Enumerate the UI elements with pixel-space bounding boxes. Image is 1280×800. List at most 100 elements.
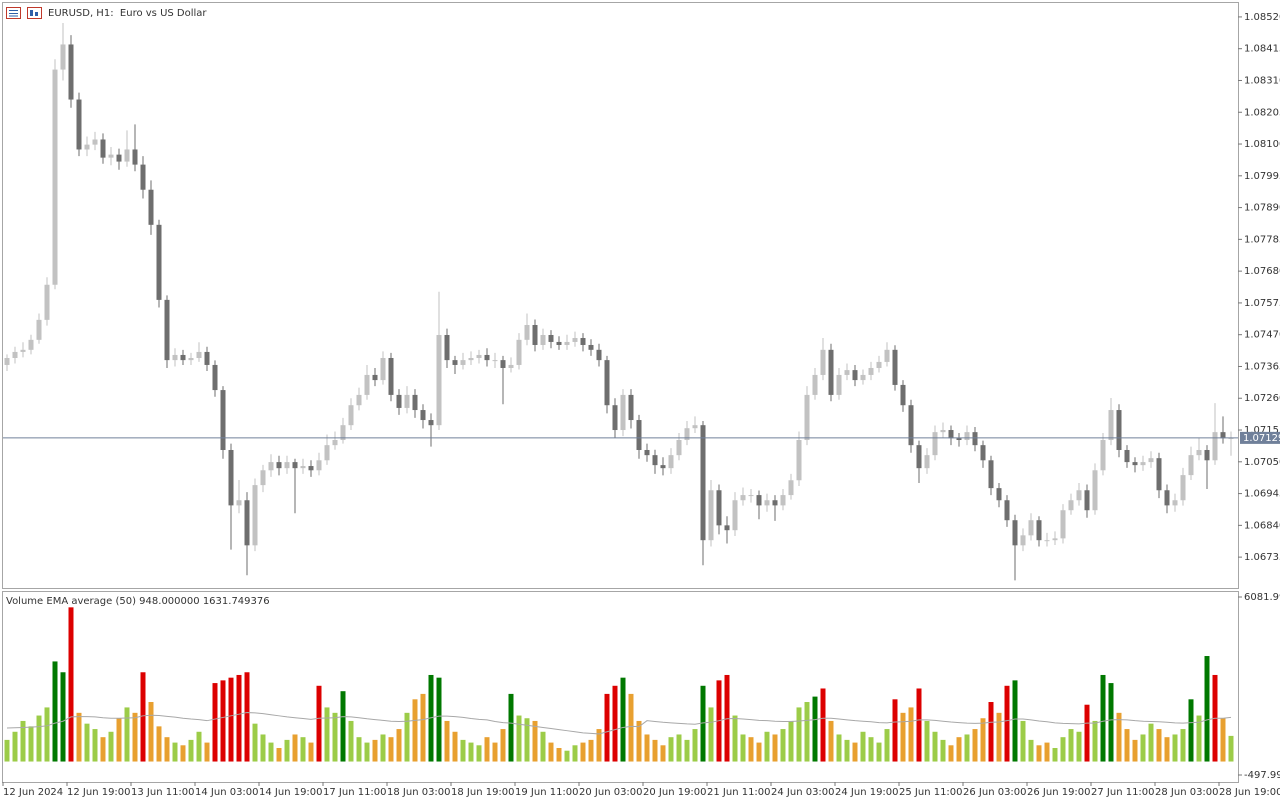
volume-bar bbox=[700, 685, 706, 762]
candle-body bbox=[700, 425, 706, 541]
candle-body bbox=[804, 394, 810, 441]
candle-body bbox=[324, 445, 330, 461]
candle-body bbox=[1020, 535, 1026, 546]
x-tick-label: 12 Jun 19:00 bbox=[67, 787, 131, 798]
candle-body bbox=[1092, 470, 1098, 511]
x-tick-label: 27 Jun 11:00 bbox=[1091, 787, 1155, 798]
candle-body bbox=[916, 445, 922, 469]
candle-body bbox=[188, 357, 194, 361]
indicator-value: 1631.749376 bbox=[203, 596, 270, 607]
candle-body bbox=[1044, 540, 1050, 542]
volume-bar bbox=[4, 739, 10, 762]
candle-body bbox=[76, 99, 82, 150]
volume-bar bbox=[500, 729, 506, 762]
volume-bar bbox=[12, 731, 18, 762]
indicator-legend: Volume EMA average (50) 948.000000 1631.… bbox=[6, 596, 270, 607]
volume-bar bbox=[340, 691, 346, 762]
volume-bar bbox=[68, 607, 74, 762]
candle-body bbox=[484, 354, 490, 361]
volume-bar bbox=[292, 734, 298, 762]
candle-body bbox=[956, 438, 962, 441]
candle-body bbox=[1100, 440, 1106, 471]
volume-bar bbox=[1060, 737, 1066, 762]
candle-body bbox=[876, 361, 882, 368]
volume-bar bbox=[1172, 734, 1178, 762]
volume-bar bbox=[20, 720, 26, 762]
volume-bar bbox=[436, 677, 442, 762]
candle-body bbox=[692, 425, 698, 429]
volume-bar bbox=[1092, 720, 1098, 762]
candle-body bbox=[84, 144, 90, 150]
x-tick-label: 26 Jun 19:00 bbox=[1027, 787, 1091, 798]
volume-bar bbox=[1164, 737, 1170, 762]
volume-bar bbox=[740, 734, 746, 762]
candle-body bbox=[492, 360, 498, 362]
candle-body bbox=[964, 432, 970, 441]
volume-bar bbox=[180, 745, 186, 762]
volume-bar bbox=[980, 718, 986, 762]
candle-body bbox=[1180, 475, 1186, 501]
chart-title: EURUSD, H1: Euro vs US Dollar bbox=[48, 8, 207, 19]
candle-body bbox=[812, 374, 818, 395]
volume-bar bbox=[476, 745, 482, 762]
volume-bar bbox=[732, 715, 738, 762]
x-tick-label: 19 Jun 11:00 bbox=[515, 787, 579, 798]
candle-body bbox=[372, 374, 378, 381]
y-tick-label: 1.07785 bbox=[1244, 234, 1280, 245]
candle-body bbox=[1212, 432, 1218, 461]
volume-bar bbox=[204, 742, 210, 762]
volume-bar bbox=[1036, 745, 1042, 762]
volume-bar bbox=[756, 742, 762, 762]
volume-bar bbox=[1180, 729, 1186, 762]
volume-bar bbox=[972, 729, 978, 762]
symbol-icons[interactable] bbox=[6, 7, 42, 19]
volume-bar bbox=[492, 742, 498, 762]
candle-body bbox=[220, 390, 226, 450]
volume-bar bbox=[1132, 739, 1138, 762]
candle-body bbox=[820, 349, 826, 375]
volume-bar bbox=[948, 745, 954, 762]
candle-body bbox=[412, 394, 418, 411]
candle-body bbox=[1108, 410, 1114, 441]
candle-body bbox=[252, 485, 258, 546]
volume-bar bbox=[812, 696, 818, 762]
volume-bar bbox=[684, 739, 690, 762]
volume-bar bbox=[92, 729, 98, 762]
candle-body bbox=[140, 164, 146, 190]
icon-chart[interactable] bbox=[27, 7, 42, 19]
volume-bar bbox=[788, 720, 794, 762]
candle-body bbox=[636, 420, 642, 450]
y-tick-label: 1.07680 bbox=[1244, 266, 1280, 277]
volume-bar bbox=[116, 718, 122, 762]
volume-bar bbox=[748, 737, 754, 762]
volume-bar bbox=[164, 737, 170, 762]
candle-body bbox=[236, 500, 242, 506]
candle-body bbox=[1148, 458, 1154, 463]
candle-body bbox=[1140, 462, 1146, 466]
candle-body bbox=[844, 370, 850, 375]
x-tick-label: 20 Jun 19:00 bbox=[643, 787, 707, 798]
volume-bar bbox=[724, 674, 730, 762]
volume-bar bbox=[220, 680, 226, 762]
y-tick-label: 1.07365 bbox=[1244, 361, 1280, 372]
candle-body bbox=[364, 374, 370, 395]
candle-body bbox=[356, 394, 362, 406]
volume-bar bbox=[804, 702, 810, 762]
candle-body bbox=[764, 500, 770, 506]
candle-body bbox=[996, 488, 1002, 501]
volume-bar bbox=[628, 693, 634, 762]
volume-bar bbox=[540, 731, 546, 762]
candle-body bbox=[1060, 510, 1066, 539]
candle-body bbox=[1028, 520, 1034, 536]
volume-bar bbox=[860, 731, 866, 762]
y-tick-label: 1.07050 bbox=[1244, 457, 1280, 468]
y-tick-label: 1.08310 bbox=[1244, 75, 1280, 86]
volume-bar bbox=[668, 737, 674, 762]
candle-body bbox=[228, 449, 234, 506]
candle-body bbox=[604, 360, 610, 406]
volume-bar bbox=[396, 729, 402, 762]
candle-body bbox=[92, 139, 98, 145]
candle-body bbox=[1068, 500, 1074, 511]
